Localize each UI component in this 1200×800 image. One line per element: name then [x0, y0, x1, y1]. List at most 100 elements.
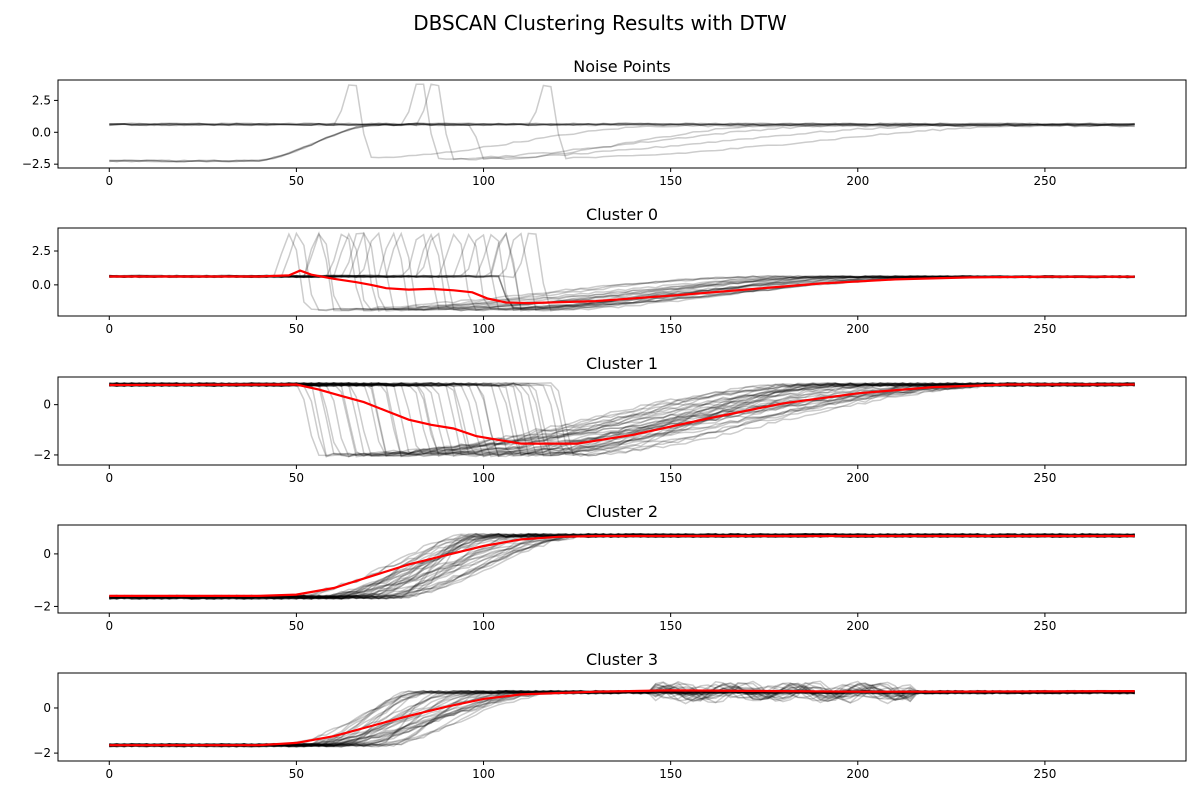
series-line — [109, 382, 1135, 458]
series-line — [109, 532, 1135, 600]
series-line — [109, 532, 1135, 600]
y-tick-label: −2 — [33, 746, 51, 760]
x-tick-label: 50 — [289, 174, 304, 188]
series-line — [109, 689, 1135, 748]
series-line — [109, 532, 1135, 600]
x-tick-label: 150 — [659, 619, 682, 633]
axes-frame — [57, 524, 1187, 614]
x-tick-label: 250 — [1033, 767, 1056, 781]
series-line — [109, 122, 1135, 126]
panel-3: 0 50 100 150 200 250 −2 0 Cluster 2 — [33, 502, 1187, 633]
series-line — [109, 532, 1135, 600]
series-line — [109, 532, 1135, 600]
series-line — [109, 532, 1135, 600]
series-line — [109, 532, 1135, 600]
series-line — [109, 382, 1135, 458]
panel-4: 0 50 100 150 200 250 −2 0 Cluster 3 — [33, 650, 1187, 781]
series-line — [109, 689, 1135, 748]
series-line — [109, 532, 1135, 600]
series-line — [109, 532, 1135, 600]
x-tick-label: 250 — [1033, 322, 1056, 336]
panel-title: Cluster 3 — [586, 650, 658, 669]
series-line — [109, 532, 1135, 600]
series-line — [109, 686, 1135, 748]
series-line — [109, 533, 1135, 600]
panel-title: Cluster 0 — [586, 205, 658, 224]
series-line — [109, 689, 1135, 747]
series-line — [109, 689, 1135, 748]
series-line — [109, 382, 1135, 458]
series-line — [109, 382, 1135, 458]
series-line — [109, 532, 1135, 600]
series-line — [109, 689, 1135, 748]
series-line — [109, 689, 1135, 748]
series-line — [109, 689, 1135, 748]
series-line — [109, 532, 1135, 600]
series-line — [109, 532, 1135, 600]
series-line — [109, 382, 1135, 458]
series-line — [109, 689, 1135, 748]
series-line — [109, 231, 1135, 312]
series-line — [109, 532, 1135, 600]
series-line — [109, 123, 1135, 163]
series-line — [109, 122, 1135, 126]
series-line — [109, 532, 1135, 600]
series-line — [109, 533, 1135, 600]
series-line — [109, 689, 1135, 748]
x-tick-label: 0 — [105, 471, 113, 485]
series-line — [109, 123, 1135, 163]
series-line — [109, 532, 1135, 600]
x-tick-label: 150 — [659, 767, 682, 781]
y-tick-label: 0.0 — [32, 278, 51, 292]
y-tick-label: 2.5 — [32, 244, 51, 258]
series-line — [109, 687, 1135, 748]
series-line — [109, 232, 1135, 312]
series-line — [109, 532, 1135, 600]
series-line — [109, 84, 1135, 159]
y-tick-label: 0 — [43, 398, 51, 412]
series-line — [109, 382, 1135, 458]
x-tick-label: 200 — [846, 619, 869, 633]
series-line — [109, 532, 1135, 600]
x-tick-label: 50 — [289, 619, 304, 633]
panel-lines — [109, 231, 1135, 312]
x-tick-label: 0 — [105, 174, 113, 188]
series-line — [109, 685, 1135, 748]
panel-1: 0 50 100 150 200 250 0.0 2.5 Cluster 0 — [32, 205, 1187, 336]
centroid-line — [109, 689, 1135, 747]
x-tick-label: 200 — [846, 322, 869, 336]
y-tick-label: −2.5 — [22, 157, 51, 171]
series-line — [109, 689, 1135, 748]
axes-frame — [57, 672, 1187, 762]
panel-2: 0 50 100 150 200 250 −2 0 Cluster 1 — [33, 354, 1187, 485]
x-tick-label: 100 — [472, 322, 495, 336]
series-line — [109, 532, 1135, 600]
series-line — [109, 532, 1135, 600]
x-tick-label: 0 — [105, 767, 113, 781]
series-line — [109, 532, 1135, 600]
series-line — [109, 689, 1135, 748]
series-line — [109, 532, 1135, 600]
series-line — [109, 83, 1135, 161]
centroid-line — [109, 383, 1135, 445]
series-line — [109, 689, 1135, 748]
series-line — [109, 382, 1135, 457]
panel-lines — [108, 381, 1135, 458]
series-line — [109, 532, 1135, 600]
x-tick-label: 50 — [289, 471, 304, 485]
series-line — [109, 686, 1135, 748]
y-tick-label: 0.0 — [32, 125, 51, 139]
series-line — [109, 382, 1135, 458]
panel-0: 0 50 100 150 200 250 −2.5 0.0 2.5 Noise Points — [22, 57, 1187, 188]
y-tick-label: −2 — [33, 448, 51, 462]
x-tick-label: 100 — [472, 619, 495, 633]
axes-frame — [57, 227, 1187, 317]
x-tick-label: 50 — [289, 322, 304, 336]
series-line — [109, 123, 1135, 163]
series-line — [109, 532, 1135, 600]
x-tick-label: 250 — [1033, 174, 1056, 188]
series-line — [109, 123, 1135, 161]
series-line — [109, 122, 1135, 126]
